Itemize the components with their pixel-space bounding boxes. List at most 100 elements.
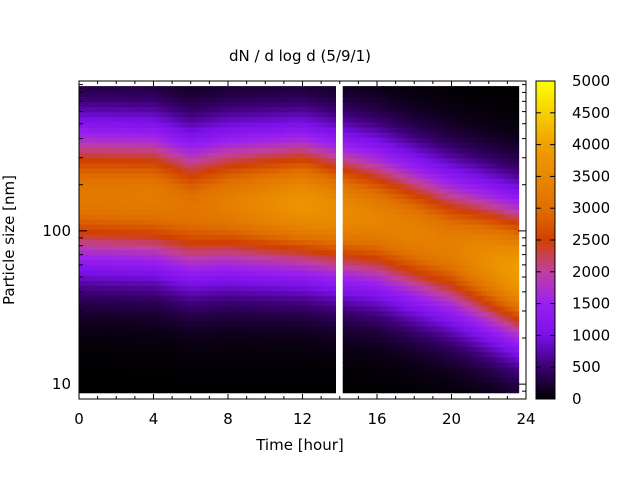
heatmap-cell	[262, 106, 267, 113]
heatmap-cell	[280, 137, 285, 143]
heatmap-cell	[170, 86, 175, 92]
heatmap-cell	[386, 213, 391, 220]
heatmap-cell	[313, 295, 318, 302]
heatmap-cell	[243, 234, 249, 240]
heatmap-cell	[108, 300, 113, 307]
heatmap-cell	[258, 244, 263, 251]
heatmap-cell	[309, 305, 315, 312]
heatmap-cell	[115, 167, 120, 174]
heatmap-cell	[309, 295, 315, 302]
heatmap-cell	[82, 111, 87, 118]
heatmap-cell	[111, 270, 117, 276]
heatmap-cell	[152, 316, 157, 322]
heatmap-cell	[284, 142, 289, 149]
heatmap-cell	[379, 152, 384, 159]
heatmap-cell	[108, 218, 113, 225]
heatmap-cell	[144, 264, 150, 271]
heatmap-cell	[313, 213, 318, 220]
heatmap-cell	[240, 142, 245, 149]
heatmap-cell	[342, 121, 347, 128]
heatmap-cell	[350, 290, 355, 297]
heatmap-cell	[353, 188, 358, 194]
heatmap-cell	[119, 137, 124, 143]
heatmap-cell	[298, 126, 304, 133]
heatmap-cell	[236, 249, 241, 256]
heatmap-cell	[218, 321, 223, 327]
heatmap-cell	[170, 305, 175, 312]
heatmap-cell	[214, 259, 219, 266]
heatmap-cell	[225, 300, 230, 307]
heatmap-cell	[104, 106, 109, 113]
heatmap-cell	[133, 218, 139, 225]
heatmap-cell	[159, 224, 164, 230]
heatmap-cell	[97, 152, 102, 159]
heatmap-cell	[108, 121, 113, 128]
heatmap-cell	[203, 239, 208, 246]
heatmap-cell	[86, 188, 91, 194]
heatmap-cell	[306, 356, 311, 363]
heatmap-cell	[196, 346, 201, 353]
heatmap-cell	[130, 259, 135, 266]
heatmap-cell	[350, 310, 355, 317]
heatmap-cell	[331, 336, 336, 343]
heatmap-cell	[111, 254, 117, 261]
heatmap-cell	[342, 101, 347, 108]
heatmap-cell	[166, 203, 172, 210]
heatmap-cell	[280, 224, 285, 230]
heatmap-cell	[221, 326, 227, 332]
heatmap-cell	[203, 346, 208, 353]
heatmap-cell	[240, 372, 245, 378]
heatmap-cell	[130, 346, 135, 353]
heatmap-cell	[295, 157, 300, 164]
heatmap-cell	[163, 362, 168, 368]
heatmap-cell	[287, 275, 293, 281]
heatmap-cell	[111, 336, 117, 343]
heatmap-cell	[368, 275, 373, 281]
heatmap-cell	[192, 137, 197, 143]
heatmap-cell	[254, 316, 260, 322]
heatmap-cell	[232, 234, 238, 240]
heatmap-cell	[324, 300, 329, 307]
heatmap-cell	[379, 300, 384, 307]
heatmap-cell	[383, 244, 388, 251]
heatmap-cell	[86, 162, 91, 169]
heatmap-cell	[174, 162, 179, 169]
heatmap-cell	[86, 305, 91, 312]
heatmap-cell	[236, 300, 241, 307]
heatmap-cell	[331, 188, 336, 194]
heatmap-cell	[309, 310, 315, 317]
heatmap-cell	[126, 132, 131, 138]
heatmap-cell	[196, 331, 201, 338]
heatmap-cell	[108, 86, 113, 92]
heatmap-cell	[152, 362, 157, 368]
heatmap-cell	[174, 188, 179, 194]
heatmap-cell	[174, 259, 179, 266]
heatmap-cell	[265, 280, 271, 286]
heatmap-cell	[122, 316, 128, 322]
heatmap-cell	[115, 336, 120, 343]
heatmap-cell	[350, 331, 355, 338]
heatmap-cell	[306, 152, 311, 159]
heatmap-cell	[243, 280, 249, 286]
heatmap-cell	[236, 157, 241, 164]
heatmap-cell	[280, 106, 285, 113]
heatmap-cell	[309, 300, 315, 307]
heatmap-cell	[155, 290, 161, 297]
heatmap-cell	[86, 387, 91, 394]
heatmap-cell	[353, 198, 358, 205]
heatmap-cell	[280, 101, 285, 108]
heatmap-cell	[240, 280, 245, 286]
heatmap-cell	[353, 382, 358, 389]
heatmap-cell	[287, 367, 293, 373]
heatmap-cell	[324, 203, 329, 210]
heatmap-cell	[313, 310, 318, 317]
heatmap-cell	[229, 167, 234, 174]
heatmap-cell	[93, 305, 98, 312]
heatmap-cell	[185, 356, 190, 363]
heatmap-cell	[130, 213, 135, 220]
heatmap-cell	[295, 300, 300, 307]
heatmap-cell	[375, 86, 380, 92]
heatmap-cell	[258, 126, 263, 133]
heatmap-cell	[287, 121, 293, 128]
heatmap-cell	[225, 372, 230, 378]
